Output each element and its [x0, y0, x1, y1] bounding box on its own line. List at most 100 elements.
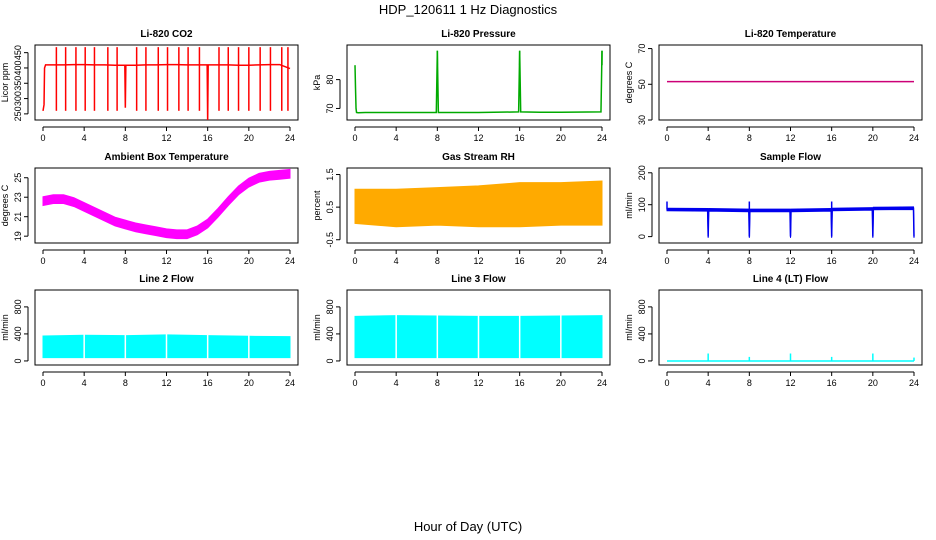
series-band — [354, 180, 603, 228]
panel-title: Li-820 Temperature — [745, 29, 837, 40]
panel-title: Line 2 Flow — [139, 274, 194, 285]
x-tick-label: 24 — [285, 378, 295, 388]
y-axis-label: Licor ppm — [0, 63, 10, 103]
x-tick-label: 0 — [40, 256, 45, 266]
panel-box-temp: Ambient Box Temperature 0 4 8 12 16 20 24 19 21 23… — [0, 152, 299, 266]
x-tick-label: 4 — [82, 256, 87, 266]
x-tick-label: 12 — [785, 256, 795, 266]
y-tick-label: 800 — [13, 299, 23, 314]
panel-title: Gas Stream RH — [442, 152, 515, 163]
y-axis-label: ml/min — [624, 192, 634, 219]
plot-area — [42, 292, 291, 363]
y-tick-label: 350 — [13, 76, 23, 91]
x-tick-label: 4 — [706, 256, 711, 266]
y-tick-label: 19 — [13, 231, 23, 241]
plot-frame — [658, 289, 923, 366]
x-tick-label: 8 — [435, 378, 440, 388]
x-tick-label: 12 — [473, 133, 483, 143]
x-tick-label: 8 — [123, 133, 128, 143]
x-tick-label: 12 — [161, 378, 171, 388]
panel-title: Li-820 CO2 — [140, 29, 193, 40]
x-tick-label: 12 — [785, 133, 795, 143]
x-tick-label: 0 — [664, 256, 669, 266]
x-tick-label: 12 — [161, 133, 171, 143]
x-tick-label: 16 — [827, 256, 837, 266]
y-tick-label: 23 — [13, 192, 23, 202]
x-tick-label: 16 — [827, 133, 837, 143]
x-tick-label: 12 — [473, 378, 483, 388]
series-line — [666, 207, 915, 237]
y-axis-label: degrees C — [624, 61, 634, 103]
y-axis-label: ml/min — [0, 314, 10, 341]
x-tick-label: 0 — [40, 133, 45, 143]
x-tick-label: 20 — [556, 378, 566, 388]
panel-rh: Gas Stream RH 0 4 8 12 16 20 24 -0.5 0.5 1.5percen… — [312, 152, 611, 266]
y-tick-label: 30 — [637, 115, 647, 125]
x-tick-label: 12 — [161, 256, 171, 266]
x-tick-label: 16 — [827, 378, 837, 388]
y-tick-label: 400 — [13, 326, 23, 341]
y-tick-label: 0 — [637, 234, 647, 239]
x-tick-label: 12 — [785, 378, 795, 388]
plot-area — [42, 47, 291, 120]
y-tick-label: 400 — [325, 326, 335, 341]
x-tick-label: 0 — [352, 133, 357, 143]
x-tick-label: 8 — [123, 256, 128, 266]
panel-licor-temp: Li-820 Temperature 0 4 8 12 16 20 24 30 50 70degre… — [624, 29, 923, 143]
x-tick-label: 4 — [82, 378, 87, 388]
x-tick-label: 24 — [597, 378, 607, 388]
panel-title: Li-820 Pressure — [441, 29, 516, 40]
panel-sample-flow: Sample Flow 0 4 8 12 16 20 24 0 100 200 ml/min — [624, 152, 923, 266]
y-tick-label: 200 — [637, 165, 647, 180]
x-tick-label: 24 — [909, 378, 919, 388]
x-tick-label: 20 — [244, 133, 254, 143]
x-tick-label: 4 — [394, 256, 399, 266]
x-tick-label: 0 — [352, 256, 357, 266]
plot-area — [354, 50, 603, 114]
panel-title: Line 4 (LT) Flow — [753, 274, 829, 285]
x-tick-label: 24 — [909, 256, 919, 266]
plot-frame — [346, 289, 611, 366]
y-tick-label: 400 — [637, 326, 647, 341]
plot-frame — [34, 44, 299, 121]
x-tick-label: 16 — [515, 133, 525, 143]
x-tick-label: 24 — [597, 256, 607, 266]
y-tick-label: -0.5 — [325, 232, 335, 248]
y-tick-label: 70 — [637, 44, 647, 54]
x-tick-label: 16 — [515, 256, 525, 266]
x-tick-label: 4 — [82, 133, 87, 143]
plot-area — [354, 180, 603, 228]
x-tick-label: 20 — [556, 256, 566, 266]
x-tick-label: 0 — [664, 378, 669, 388]
x-tick-label: 4 — [706, 378, 711, 388]
x-tick-label: 0 — [352, 378, 357, 388]
x-tick-label: 8 — [747, 378, 752, 388]
y-tick-label: 80 — [325, 75, 335, 85]
x-tick-label: 24 — [285, 256, 295, 266]
y-tick-label: 0.5 — [325, 201, 335, 214]
y-axis-label: ml/min — [312, 314, 322, 341]
x-tick-label: 16 — [203, 378, 213, 388]
y-axis-label: degrees C — [0, 184, 10, 226]
y-tick-label: 250 — [13, 106, 23, 121]
y-tick-label: 21 — [13, 212, 23, 222]
x-tick-label: 8 — [747, 133, 752, 143]
y-tick-label: 0 — [637, 358, 647, 363]
x-tick-label: 20 — [868, 378, 878, 388]
panel-title: Ambient Box Temperature — [104, 152, 229, 163]
y-tick-label: 25 — [13, 173, 23, 183]
x-tick-label: 8 — [123, 378, 128, 388]
y-tick-label: 450 — [13, 45, 23, 60]
plot-area — [666, 201, 915, 238]
y-tick-label: 300 — [13, 91, 23, 106]
x-tick-label: 0 — [40, 378, 45, 388]
plot-frame — [346, 167, 611, 244]
plot-frame — [658, 167, 923, 244]
y-tick-label: 400 — [13, 60, 23, 75]
x-tick-label: 20 — [244, 378, 254, 388]
